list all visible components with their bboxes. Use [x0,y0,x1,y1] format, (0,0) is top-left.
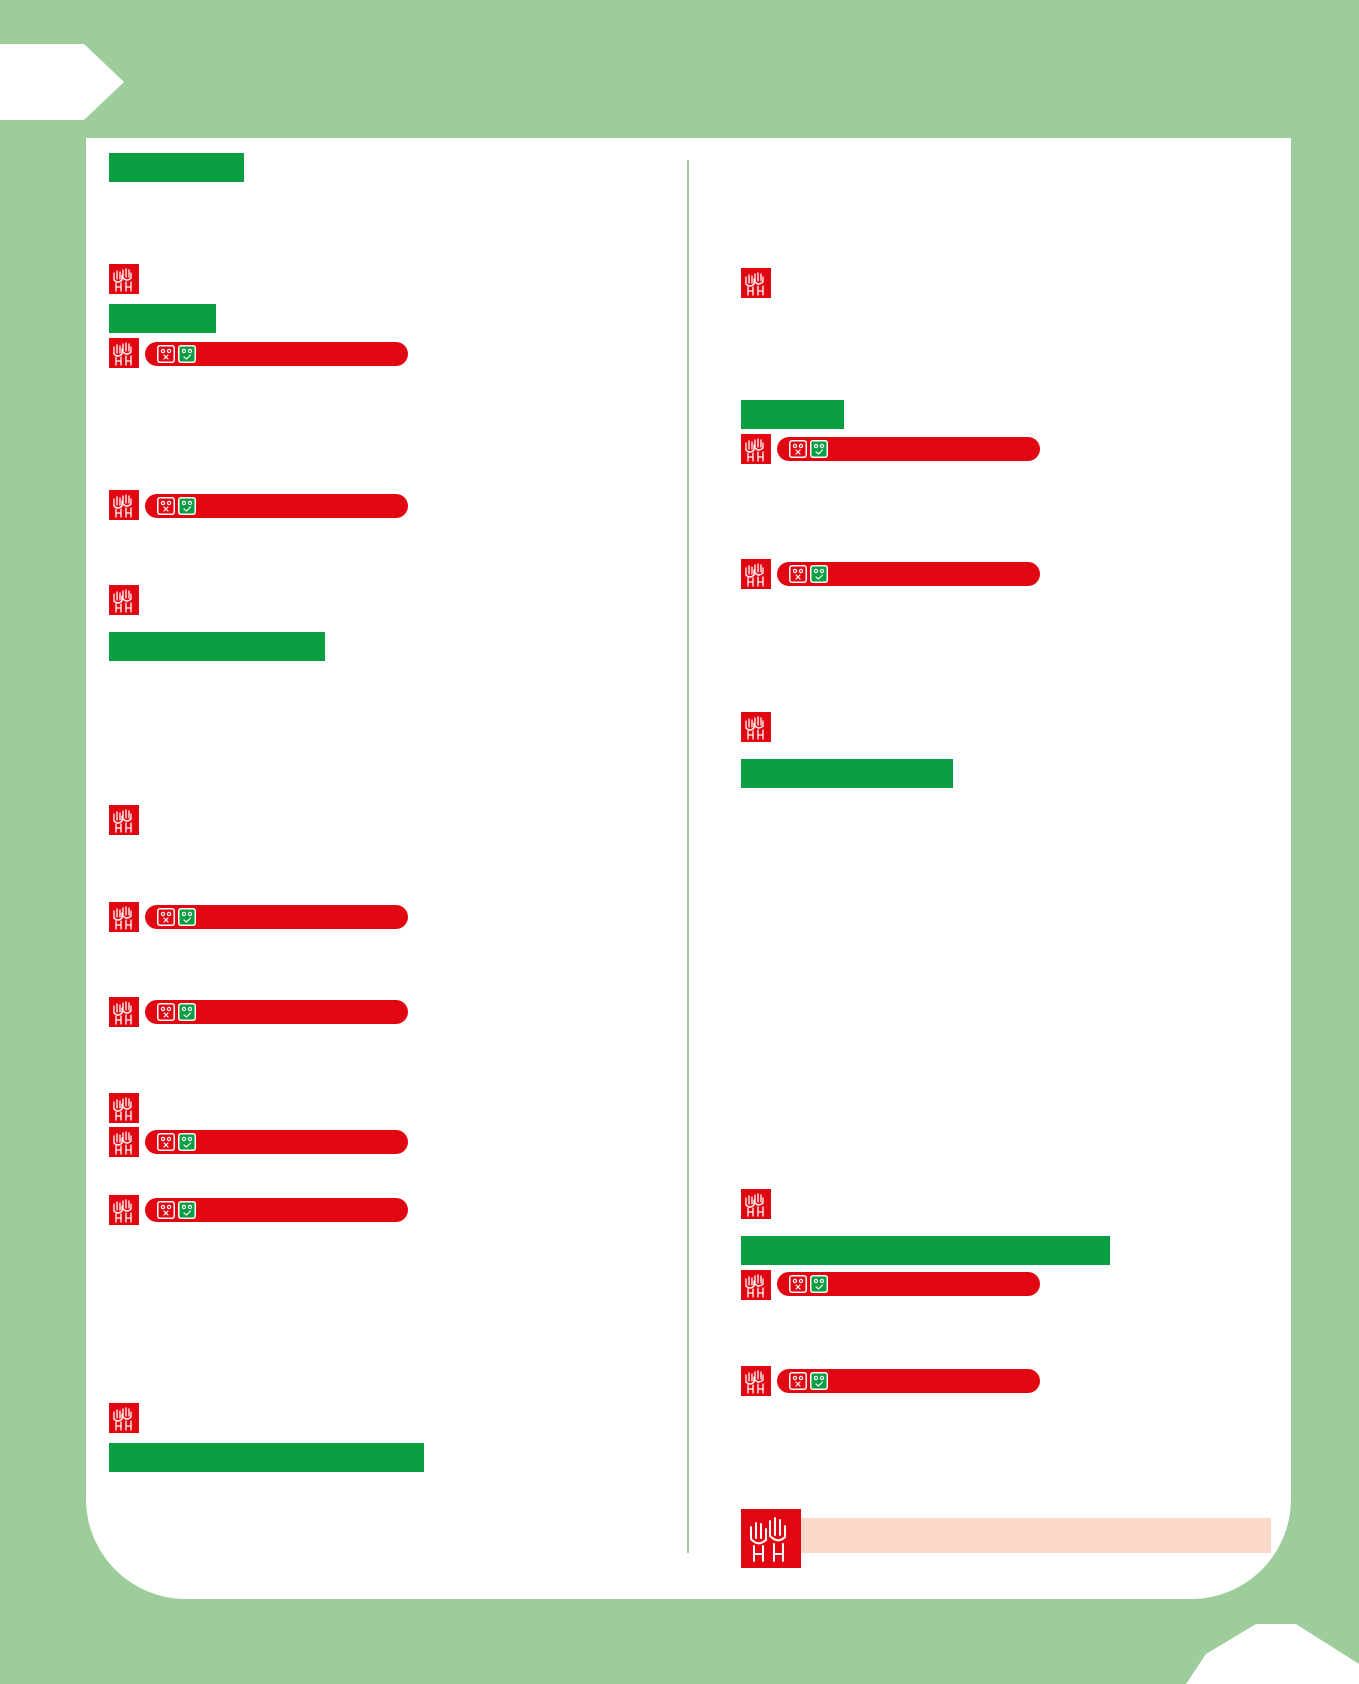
sad-face-cross-icon[interactable] [157,908,175,926]
footer-highlight-bar [801,1518,1271,1553]
raised-hands-icon [109,490,139,520]
happy-face-check-icon[interactable] [810,440,828,458]
sad-face-cross-icon[interactable] [157,497,175,515]
raised-hands-icon [109,1195,139,1225]
sad-face-cross-icon[interactable] [157,1003,175,1021]
raised-hands-icon [109,264,139,294]
raised-hands-icon [109,1127,139,1157]
sad-face-cross-icon[interactable] [789,565,807,583]
happy-face-check-icon[interactable] [810,1372,828,1390]
sad-face-cross-icon[interactable] [157,345,175,363]
column-divider [687,160,689,1553]
happy-face-check-icon[interactable] [178,1003,196,1021]
raised-hands-icon [741,712,771,742]
happy-face-check-icon[interactable] [178,497,196,515]
answer-scale-bar[interactable] [777,437,1040,461]
section-heading-bar [109,1443,424,1472]
sad-face-cross-icon[interactable] [789,1372,807,1390]
raised-hands-icon [741,1270,771,1300]
raised-hands-icon [741,268,771,298]
sad-face-cross-icon[interactable] [157,1133,175,1151]
answer-scale-bar[interactable] [145,905,408,929]
happy-face-check-icon[interactable] [810,1275,828,1293]
answer-scale-bar[interactable] [145,1000,408,1024]
raised-hands-icon [741,1366,771,1396]
page-tab-marker-bottom [1186,1624,1359,1684]
answer-scale-bar[interactable] [145,494,408,518]
raised-hands-icon [741,559,771,589]
raised-hands-icon [109,1093,139,1123]
happy-face-check-icon[interactable] [178,908,196,926]
raised-hands-icon [741,434,771,464]
sad-face-cross-icon[interactable] [789,1275,807,1293]
answer-scale-bar[interactable] [777,1369,1040,1393]
section-heading-bar [741,400,844,429]
raised-hands-large-icon [741,1509,801,1568]
answer-scale-bar[interactable] [777,562,1040,586]
page-tab-marker [0,44,124,120]
answer-scale-bar[interactable] [145,1130,408,1154]
section-heading-bar [109,153,244,182]
section-heading-bar [109,632,325,661]
happy-face-check-icon[interactable] [178,1201,196,1219]
happy-face-check-icon[interactable] [178,345,196,363]
raised-hands-icon [109,338,139,368]
sad-face-cross-icon[interactable] [157,1201,175,1219]
raised-hands-icon [741,1189,771,1219]
answer-scale-bar[interactable] [145,1198,408,1222]
happy-face-check-icon[interactable] [810,565,828,583]
sad-face-cross-icon[interactable] [789,440,807,458]
raised-hands-icon [109,805,139,835]
section-heading-bar [741,759,953,788]
section-heading-bar [109,304,216,333]
raised-hands-icon [109,585,139,615]
raised-hands-icon [109,902,139,932]
answer-scale-bar[interactable] [145,342,408,366]
raised-hands-icon [109,997,139,1027]
section-heading-bar [741,1236,1110,1265]
answer-scale-bar[interactable] [777,1272,1040,1296]
raised-hands-icon [109,1403,139,1433]
happy-face-check-icon[interactable] [178,1133,196,1151]
